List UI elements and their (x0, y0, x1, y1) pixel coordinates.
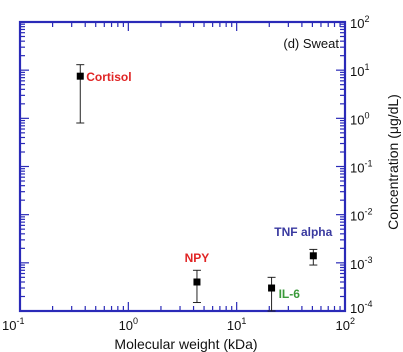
data-point-marker (193, 278, 201, 286)
y-tick-label: 101 (350, 62, 369, 79)
panel-label: (d) Sweat (283, 36, 339, 51)
data-point-marker (309, 252, 317, 260)
x-tick-label: 101 (227, 316, 246, 333)
data-point-label: NPY (185, 251, 210, 265)
y-tick-label: 102 (350, 14, 369, 31)
y-tick-label: 10-4 (350, 299, 372, 316)
x-tick-labels: 10-1 100 101 102 (2, 316, 355, 333)
x-axis-title: Molecular weight (kDa) (114, 336, 257, 352)
y-tick-label: 10-1 (350, 159, 372, 176)
y-tick-label: 10-3 (350, 255, 372, 272)
y-axis-title: Concentration (μg/dL) (385, 94, 401, 230)
x-tick-label: 102 (336, 316, 355, 333)
y-tick-label: 10-2 (350, 207, 372, 224)
data-points: Cortisol NPY IL-6 TNF alpha (76, 64, 333, 312)
data-point-label: Cortisol (86, 70, 131, 84)
minor-ticks (20, 22, 345, 311)
x-tick-label: 10-1 (2, 316, 24, 333)
data-point-marker (268, 284, 276, 292)
y-tick-label: 100 (350, 110, 369, 127)
plot-frame (18, 20, 347, 313)
data-point-label: IL-6 (279, 287, 301, 301)
data-point-marker (76, 72, 84, 80)
data-point-label: TNF alpha (274, 225, 332, 239)
y-tick-labels: 102 101 100 10-1 10-2 10-3 10-4 (350, 14, 372, 316)
major-ticks (19, 22, 345, 312)
x-tick-label: 100 (119, 316, 138, 333)
